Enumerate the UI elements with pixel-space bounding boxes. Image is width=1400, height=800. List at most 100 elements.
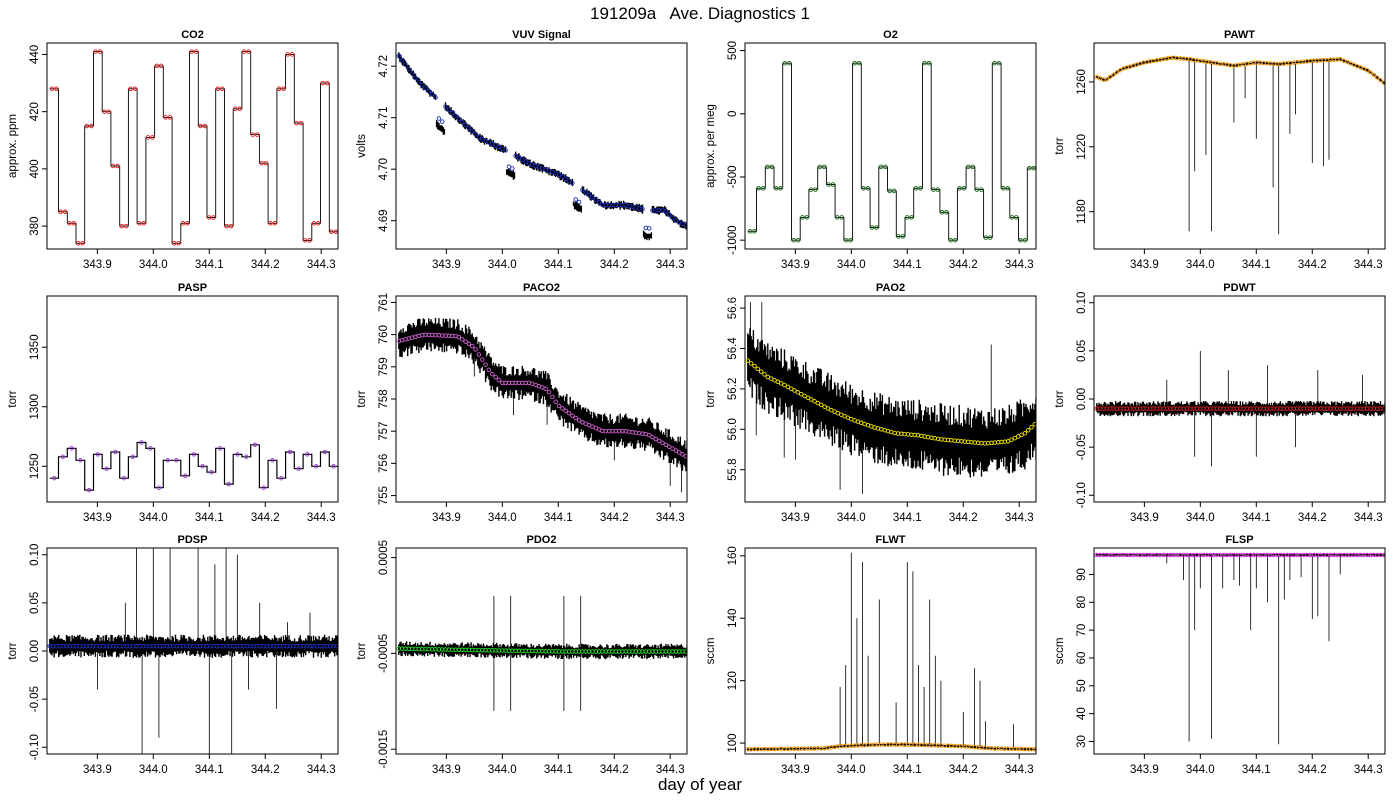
data-point xyxy=(830,182,836,187)
data-point xyxy=(660,440,665,446)
plot-frame xyxy=(395,42,688,250)
data-point xyxy=(311,221,317,226)
data-point xyxy=(185,221,190,226)
data-point xyxy=(95,452,101,457)
data-series xyxy=(396,595,687,711)
data-point xyxy=(550,394,555,400)
y-axis-label: torr xyxy=(356,642,368,659)
data-point xyxy=(298,120,304,126)
data-point xyxy=(119,223,125,229)
data-point xyxy=(453,113,458,119)
plot-frame xyxy=(1093,295,1386,503)
data-point xyxy=(261,485,267,490)
data-point xyxy=(158,63,164,69)
x-tick-label: 344.3 xyxy=(307,259,336,271)
data-point xyxy=(104,466,109,471)
data-point xyxy=(496,377,502,383)
data-point xyxy=(436,116,442,121)
data-point xyxy=(745,358,751,363)
data-point xyxy=(683,223,687,228)
y-tick-label: -0.10 xyxy=(1076,482,1088,508)
y-tick-label: 50 xyxy=(1076,679,1088,692)
data-point xyxy=(316,221,321,226)
x-tick-label: 343.9 xyxy=(1130,512,1159,524)
data-point xyxy=(926,60,932,66)
plot-frame xyxy=(744,547,1037,755)
data-point xyxy=(287,449,293,455)
y-tick-label: 56.0 xyxy=(727,418,739,440)
data-point xyxy=(469,343,475,349)
data-point xyxy=(775,379,781,385)
data-point xyxy=(259,160,264,166)
data-point xyxy=(476,135,482,140)
data-point xyxy=(503,148,508,153)
data-series xyxy=(747,60,1036,243)
data-point xyxy=(670,446,675,451)
x-tick-label: 344.3 xyxy=(307,764,336,776)
y-tick-label: -0.0015 xyxy=(378,730,390,769)
data-series xyxy=(1094,552,1385,745)
data-point xyxy=(324,80,330,86)
data-point xyxy=(49,86,55,92)
y-tick-label: 1260 xyxy=(1076,69,1088,95)
data-point xyxy=(663,209,669,214)
data-point xyxy=(520,157,525,162)
data-point xyxy=(71,221,77,226)
x-tick-label: 344.0 xyxy=(1186,764,1215,776)
data-point xyxy=(1029,425,1034,430)
y-tick-label: 80 xyxy=(1076,596,1088,609)
y-tick-label: -1000 xyxy=(727,225,739,254)
plot-frame xyxy=(1093,547,1386,755)
data-point xyxy=(646,226,652,231)
data-point xyxy=(399,58,405,63)
data-point xyxy=(576,418,582,423)
data-point xyxy=(198,123,203,129)
x-axis-label: day of year xyxy=(657,775,743,794)
y-tick-label: 0.05 xyxy=(1076,340,1088,362)
data-point xyxy=(805,395,811,400)
y-axis-label: torr xyxy=(7,390,19,407)
data-point xyxy=(496,144,502,150)
data-point xyxy=(80,241,85,246)
y-axis-label: approx. per meg xyxy=(705,104,717,188)
plot-frame xyxy=(46,295,339,503)
data-point xyxy=(663,442,669,448)
data-point xyxy=(939,210,945,215)
data-point xyxy=(409,71,415,76)
data-point xyxy=(666,444,672,449)
data-point xyxy=(469,128,475,134)
data-point xyxy=(513,153,518,159)
x-tick-label: 344.0 xyxy=(488,259,517,271)
data-point xyxy=(778,186,783,191)
data-point xyxy=(835,215,840,220)
data-point xyxy=(556,172,562,178)
x-tick-label: 344.0 xyxy=(139,259,168,271)
y-tick-label: 0.00 xyxy=(29,640,41,662)
y-tick-label: 500 xyxy=(727,41,739,60)
y-tick-label: 440 xyxy=(29,45,41,64)
y-tick-label: 0.00 xyxy=(1076,388,1088,410)
data-point xyxy=(128,86,133,92)
y-tick-label: -500 xyxy=(727,165,739,188)
data-point xyxy=(896,234,901,239)
data-point xyxy=(171,241,177,246)
data-point xyxy=(825,406,831,411)
data-point xyxy=(419,82,425,88)
data-point xyxy=(493,374,498,380)
data-point xyxy=(51,475,57,481)
x-tick-label: 344.1 xyxy=(893,512,922,524)
data-point xyxy=(174,458,179,463)
data-point xyxy=(563,408,568,414)
x-tick-label: 343.9 xyxy=(781,764,810,776)
data-point xyxy=(996,60,1002,66)
trace-line xyxy=(49,441,338,491)
data-point xyxy=(429,92,435,97)
x-tick-label: 344.0 xyxy=(1186,512,1215,524)
data-point xyxy=(463,122,468,128)
x-tick-label: 344.3 xyxy=(1005,764,1034,776)
data-point xyxy=(289,52,295,57)
data-point xyxy=(752,229,757,234)
x-tick-label: 344.1 xyxy=(195,512,224,524)
x-tick-label: 344.3 xyxy=(1005,259,1034,271)
